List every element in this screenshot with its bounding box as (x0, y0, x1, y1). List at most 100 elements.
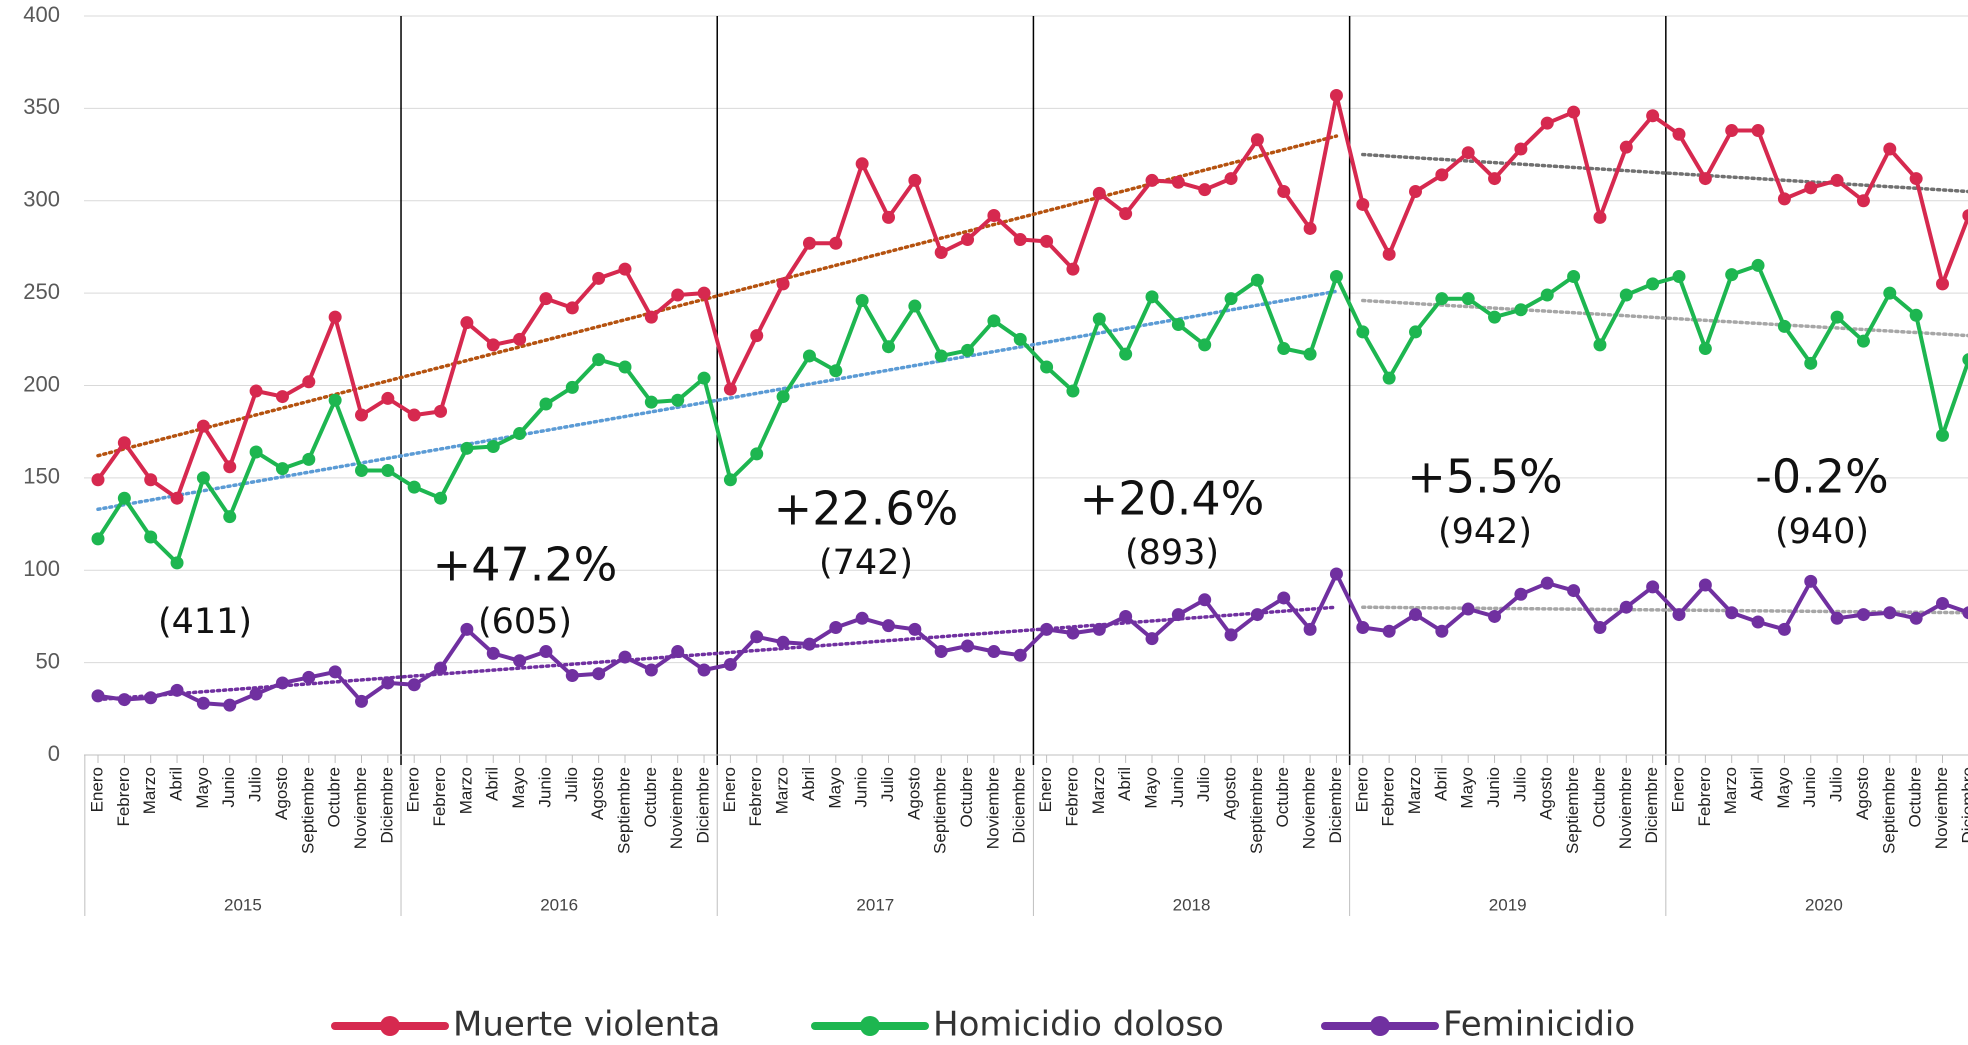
data-point (1777, 622, 1791, 636)
year-label: 2016 (540, 895, 578, 914)
data-point (1329, 88, 1343, 102)
data-point (1962, 209, 1968, 222)
data-point (1751, 258, 1765, 272)
data-point (1092, 186, 1106, 200)
y-tick-label: 300 (23, 187, 60, 212)
x-tick-label: Marzo (1721, 767, 1740, 814)
data-point (1540, 576, 1554, 590)
x-tick-label: Abril (483, 767, 502, 801)
data-point (1619, 288, 1633, 302)
x-tick-label: Diciembre (694, 767, 713, 844)
data-point (1303, 347, 1317, 361)
data-point (1382, 624, 1396, 638)
x-tick-label: Julio (878, 767, 897, 802)
data-point (1303, 221, 1317, 235)
data-point (1567, 105, 1581, 119)
x-tick-label: Septiembre (1879, 767, 1898, 854)
data-point (1909, 611, 1923, 625)
data-point (592, 667, 606, 681)
data-point (1409, 608, 1422, 622)
data-point (855, 157, 869, 171)
x-tick-label: Marzo (1405, 767, 1424, 814)
x-tick-label: Enero (1668, 767, 1687, 812)
data-point (1593, 210, 1607, 224)
x-tick-label: Mayo (509, 767, 528, 809)
x-tick-label: Mayo (193, 767, 212, 809)
data-point (170, 491, 184, 505)
data-point (249, 687, 263, 701)
data-point (460, 622, 474, 636)
data-point (1119, 207, 1133, 221)
x-tick-label: Mayo (1458, 767, 1477, 809)
data-point (1672, 269, 1686, 283)
y-tick-label: 400 (23, 2, 60, 27)
data-point (908, 299, 922, 313)
x-tick-label: Noviembre (667, 767, 686, 849)
x-tick-label: Mayo (1141, 767, 1160, 809)
data-point (249, 445, 263, 459)
data-point (1646, 109, 1660, 123)
data-point (302, 452, 316, 466)
data-point (1830, 611, 1844, 625)
data-point (1409, 325, 1422, 339)
data-point (513, 427, 527, 441)
data-point (1461, 292, 1475, 306)
data-point (1250, 608, 1264, 622)
data-point (618, 360, 632, 374)
data-point (91, 532, 105, 546)
data-point (987, 209, 1001, 223)
data-point (1040, 234, 1054, 248)
data-point (776, 277, 790, 291)
y-tick-label: 0 (48, 741, 60, 766)
data-point (1514, 303, 1528, 317)
x-tick-label: Septiembre (614, 767, 633, 854)
data-point (355, 463, 368, 477)
data-point (407, 678, 421, 692)
data-point (91, 473, 105, 487)
data-point (697, 371, 711, 385)
x-tick-label: Agosto (588, 767, 607, 820)
data-point (1198, 338, 1212, 352)
data-point (855, 611, 869, 625)
annotation-total: (742) (819, 543, 913, 583)
data-point (1751, 124, 1765, 138)
data-point (1936, 277, 1949, 291)
x-tick-label: Julio (1827, 767, 1846, 802)
data-point (1040, 622, 1054, 636)
data-point (882, 619, 895, 633)
data-point (1830, 173, 1844, 187)
x-tick-label: Marzo (1089, 767, 1108, 814)
data-point (1382, 371, 1396, 385)
data-point (1567, 584, 1581, 598)
annotation-total: (942) (1438, 512, 1532, 552)
data-point (1883, 286, 1897, 300)
x-tick-label: Marzo (140, 767, 159, 814)
x-tick-label: Mayo (1774, 767, 1793, 809)
x-tick-label: Julio (562, 767, 581, 802)
data-point (1698, 578, 1712, 592)
data-point (434, 404, 448, 418)
x-tick-label: Abril (1431, 767, 1450, 801)
data-point (1962, 606, 1968, 620)
x-tick-label: Octubre (957, 767, 976, 827)
data-point (1250, 273, 1264, 287)
data-point (1066, 384, 1080, 398)
data-point (434, 491, 448, 505)
data-point (539, 645, 553, 659)
data-point (592, 271, 606, 285)
data-point (644, 395, 658, 409)
data-point (1962, 353, 1968, 367)
data-point (882, 210, 895, 224)
x-tick-label: Diciembre (1326, 767, 1345, 844)
data-point (1198, 183, 1212, 197)
data-point (1488, 609, 1502, 623)
x-tick-label: Octubre (641, 767, 660, 827)
data-point (882, 340, 895, 354)
x-tick-label: Agosto (1221, 767, 1240, 820)
data-point (1092, 622, 1106, 636)
data-point (381, 391, 395, 405)
data-point (223, 510, 237, 524)
data-point (1540, 116, 1554, 130)
x-tick-label: Octubre (1273, 767, 1292, 827)
